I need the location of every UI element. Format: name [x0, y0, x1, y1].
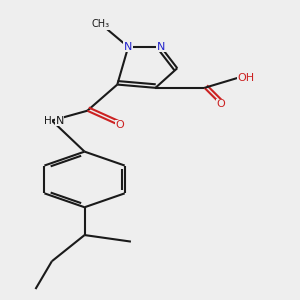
Text: OH: OH: [237, 73, 254, 83]
Text: H: H: [44, 116, 52, 126]
Text: O: O: [217, 99, 225, 109]
Text: CH₃: CH₃: [92, 19, 110, 29]
Text: N: N: [56, 116, 64, 126]
Text: N: N: [157, 42, 165, 52]
Text: O: O: [116, 121, 124, 130]
Text: N: N: [124, 42, 132, 52]
